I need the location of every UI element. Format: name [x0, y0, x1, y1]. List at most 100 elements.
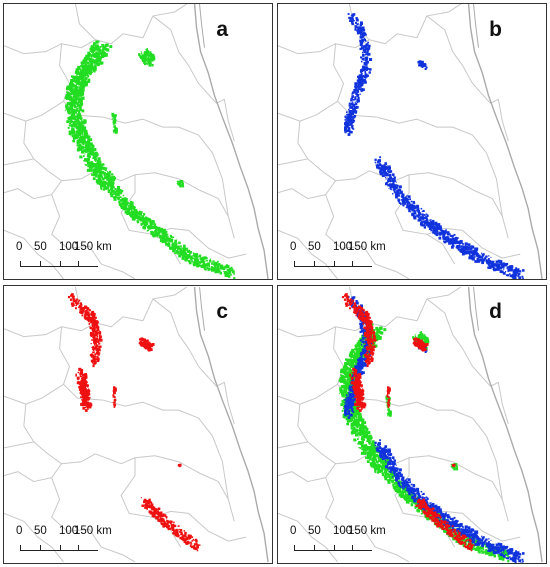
- blue-cell: [350, 14, 352, 17]
- blue-cell: [438, 236, 442, 240]
- green-cell: [361, 448, 364, 451]
- green-cell: [128, 205, 131, 209]
- blue-cell: [353, 116, 356, 119]
- blue-cell: [495, 263, 499, 267]
- green-cell: [151, 225, 155, 230]
- green-cell: [68, 94, 71, 98]
- red-cell: [141, 504, 144, 507]
- green-cell: [108, 175, 111, 178]
- green-cell: [71, 134, 75, 138]
- green-cell: [149, 55, 151, 57]
- blue-cell: [364, 40, 367, 42]
- blue-cell: [469, 248, 471, 250]
- red-cell: [96, 350, 99, 352]
- scale-tick: [78, 261, 79, 267]
- green-cell: [78, 120, 81, 122]
- red-cell: [91, 328, 94, 331]
- blue-cell: [354, 106, 357, 109]
- green-cell: [89, 163, 93, 167]
- green-cell: [67, 91, 70, 94]
- green-cell: [66, 85, 70, 88]
- green-cell: [72, 125, 74, 128]
- red-cell: [146, 508, 148, 510]
- green-cell: [343, 403, 345, 406]
- blue-cell: [470, 256, 474, 260]
- red-cell: [86, 381, 89, 383]
- green-cell: [99, 53, 102, 55]
- blue-cell: [518, 272, 521, 275]
- green-cell: [81, 72, 85, 76]
- green-cell: [80, 70, 83, 74]
- red-cell: [160, 511, 163, 514]
- red-cell: [178, 463, 182, 467]
- red-cell: [83, 385, 86, 388]
- green-cell: [113, 196, 115, 199]
- boundary-line: [467, 4, 543, 279]
- green-cell: [114, 127, 117, 130]
- blue-cell: [436, 232, 438, 235]
- green-cell: [104, 48, 107, 51]
- blue-cell: [385, 177, 386, 179]
- green-cell: [142, 56, 145, 58]
- green-cell: [80, 91, 84, 96]
- green-cell: [101, 181, 104, 183]
- blue-cell: [346, 129, 350, 133]
- green-cell: [72, 132, 75, 135]
- blue-cell: [470, 245, 474, 249]
- blue-cell: [362, 79, 364, 81]
- green-cell: [98, 165, 101, 167]
- red-cell: [186, 536, 190, 539]
- blue-cell: [354, 98, 356, 101]
- blue-cell: [451, 234, 454, 238]
- green-cell: [157, 228, 161, 232]
- blue-cell: [434, 229, 437, 231]
- green-cell: [97, 157, 101, 161]
- blue-cell: [510, 275, 512, 277]
- green-cell: [69, 120, 71, 123]
- admin-boundaries: [4, 4, 269, 279]
- red-cell: [80, 390, 83, 393]
- blue-cell: [514, 272, 517, 275]
- green-cell: [110, 185, 112, 188]
- green-cell: [163, 230, 166, 234]
- red-cell: [84, 305, 87, 309]
- blue-cell: [357, 22, 359, 25]
- green-cell: [82, 65, 84, 68]
- green-cell: [361, 334, 365, 338]
- green-cell: [80, 117, 83, 120]
- blue-cell: [430, 229, 433, 232]
- blue-cell: [445, 229, 447, 231]
- red-cell: [143, 340, 146, 343]
- blue-cell: [456, 240, 459, 244]
- boundary-line: [325, 194, 410, 279]
- blue-cell: [398, 201, 401, 204]
- blue-cell: [439, 228, 442, 231]
- blue-cell: [421, 210, 423, 213]
- red-cell: [81, 392, 84, 395]
- blue-cell: [408, 206, 410, 209]
- blue-cell: [359, 76, 361, 78]
- green-cell: [74, 137, 76, 140]
- boundary-line: [152, 15, 217, 104]
- green-cell: [143, 213, 146, 216]
- green-cell: [179, 180, 182, 182]
- green-cell: [230, 273, 232, 275]
- red-cell: [88, 403, 92, 407]
- green-cell: [69, 85, 72, 88]
- red-cell: [167, 528, 170, 531]
- green-cell: [92, 59, 96, 63]
- green-cell: [77, 109, 80, 113]
- green-cell: [181, 257, 184, 260]
- blue-cell: [360, 72, 363, 75]
- green-cell: [90, 161, 94, 164]
- blue-cell: [515, 269, 519, 273]
- green-cell: [116, 193, 120, 197]
- green-cell: [66, 102, 70, 105]
- green-cell: [178, 254, 182, 258]
- green-cell: [193, 253, 196, 256]
- green-cell: [373, 329, 376, 332]
- green-cell: [72, 95, 76, 99]
- red-cell: [86, 395, 89, 398]
- green-cell: [208, 265, 211, 268]
- green-cell: [355, 428, 358, 431]
